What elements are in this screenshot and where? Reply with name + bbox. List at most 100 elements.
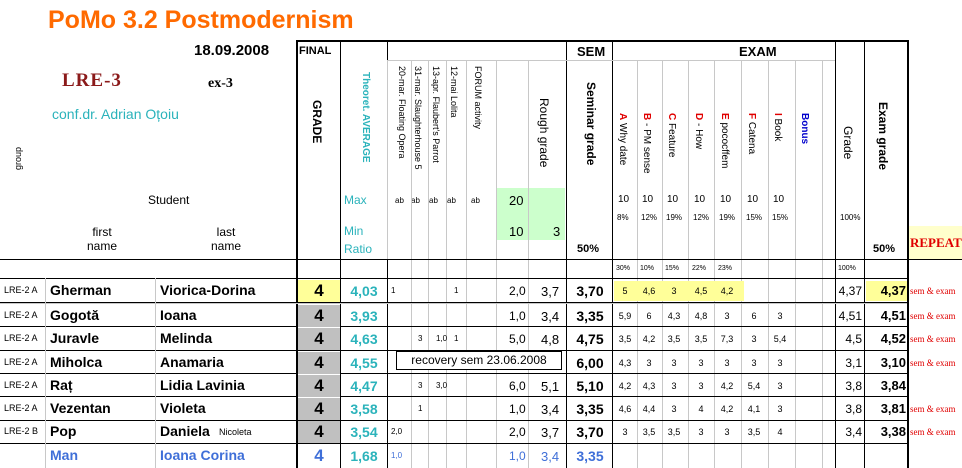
exam-value-cell: 5,4 (747, 381, 761, 391)
table-row: Man Ioana Corina 4 1,68 1,0 1,0 3,4 3,35 (0, 445, 962, 467)
exam-value-cell: 6 (751, 311, 757, 321)
exam-column-title: Book (772, 115, 783, 142)
exam-value-cell: 3 (777, 404, 783, 414)
exam-sub-grade-pct-row: 100% (838, 265, 856, 272)
exam-column-title: - How (693, 120, 704, 150)
exam-column-max: 10 (720, 194, 732, 205)
grid-line (835, 40, 836, 468)
exam-sub-grade-header: Grade (841, 126, 855, 160)
exam-sub-grade-cell: 4,51 (838, 309, 862, 323)
exam-value-cell: 3 (698, 381, 704, 391)
table-row: LRE-2 A Miholca Anamaria 4 4,55 6,00 4,3 3 3 3 3 3 3… (0, 352, 962, 374)
exam-column-header: A Why date (617, 113, 628, 165)
repeat-cell: sem & exam (910, 404, 956, 414)
sem-value-cell: 1,0 (391, 451, 403, 460)
seminar-grade-cell: 3,35 (576, 448, 604, 464)
last-name-cell: Violeta (160, 400, 206, 416)
average-cell: 3,58 (350, 401, 378, 417)
exam-column-title: Why date (617, 120, 628, 166)
rough-a-cell: 6,0 (509, 379, 526, 393)
grid-line (466, 60, 467, 468)
exam-sub-grade-cell: 4,37 (838, 284, 862, 298)
repeat-cell: sem & exam (910, 311, 956, 321)
exam-column-letter: Bonus (799, 113, 810, 145)
grid-line (688, 60, 689, 468)
table-row: LRE-2 B Pop Daniela Nicoleta 4 3,54 2,0 2,0 3,7 3… (0, 421, 962, 443)
grade-cell-bg (298, 328, 340, 350)
sem-value-cell: 3 (418, 381, 423, 390)
exam-grade-highlight (866, 281, 907, 301)
grid-line (566, 40, 567, 468)
exam-value-cell: 3 (698, 427, 704, 437)
repeat-cell: sem & exam (910, 358, 956, 368)
sem-column-ab: ab (411, 196, 420, 205)
exam-value-cell: 4,3 (618, 358, 632, 368)
sem-column-header: 20-mar. Floating Opera (397, 66, 407, 159)
sem-value-cell: 3,0 (436, 381, 448, 390)
exam-weight: 30% (616, 265, 631, 272)
student-label: Student (148, 193, 190, 207)
last-name-cell: Ioana Corina (160, 447, 245, 463)
last-name-cell: Lidia Lavinia (160, 377, 245, 393)
seminar-grade-header: Seminar grade (584, 82, 598, 166)
exam-grade-cell: 3,81 (880, 401, 906, 416)
rough-b-cell: 3,7 (541, 284, 560, 299)
exam-value-cell: 3 (724, 311, 730, 321)
page-title: PoMo 3.2 Postmodernism (48, 6, 354, 34)
exam-value-cell: 4,2 (618, 381, 632, 391)
grid-line (795, 60, 796, 468)
grid-line (0, 303, 907, 304)
seminar-grade-cell: 3,70 (576, 424, 604, 440)
exam-value-cell: 3 (671, 381, 677, 391)
average-cell: 1,68 (350, 448, 378, 464)
exam-value-cell: 3,5 (747, 427, 761, 437)
group-cell: LRE-2 A (4, 285, 38, 295)
exam-sub-grade-pct: 100% (840, 213, 861, 222)
grid-line (0, 350, 908, 351)
exam-column-pct: 12% (641, 213, 658, 222)
group-column-label: group (13, 147, 23, 170)
grid-line (496, 60, 497, 468)
grade-cell: 4 (314, 422, 324, 441)
exam-value-cell: 3 (698, 358, 704, 368)
exam-pct: 50% (873, 243, 896, 255)
last-name-cell: Viorica-Dorina (160, 282, 256, 298)
grid-line (296, 40, 908, 41)
exam-highlight-bg (614, 281, 744, 301)
exam-column-pct: 19% (666, 213, 683, 222)
sem-value-cell: 1 (418, 404, 423, 413)
exam-value-cell: 3 (671, 404, 677, 414)
rough-a-cell: 5,0 (509, 332, 526, 346)
sem-column-header: 31-mar. Slaughterhouse 5 (413, 66, 423, 170)
last-name-extra: Nicoleta (219, 427, 252, 437)
grade-cell: 4 (314, 399, 324, 418)
rough-max-min-block (497, 188, 565, 240)
grid-line (0, 326, 908, 327)
grade-cell-bg (298, 398, 340, 420)
grade-cell: 4 (314, 376, 324, 395)
exam-value-cell: 3 (671, 358, 677, 368)
sem-column-header: FORUM activity (473, 66, 483, 129)
sem-column-ab: ab (395, 196, 404, 205)
grid-line (822, 60, 823, 468)
table-row: LRE-2 A Gherman Viorica-Dorina 4 4,03 1 1 2,0 3,… (0, 280, 962, 302)
last-name-cell: Daniela (160, 423, 210, 439)
recovery-note: recovery sem 23.06.2008 (396, 351, 562, 370)
sem-value-cell: 2,0 (391, 427, 403, 436)
exam-column-pct: 15% (746, 213, 763, 222)
exam-value-cell: 5,4 (773, 334, 787, 344)
grid-line (714, 60, 715, 468)
exam-value-cell: 3 (671, 286, 677, 296)
exam-code: ex-3 (208, 76, 233, 91)
exam-sub-grade-cell: 3,1 (845, 356, 862, 370)
group-label-text: group (13, 146, 23, 170)
theoret-average-header: Theoret. AVERAGE (360, 72, 371, 163)
last-name-cell: Ioana (160, 307, 197, 323)
repeat-label: REPEAT (910, 235, 962, 250)
exam-column-pct: 8% (617, 213, 629, 222)
sem-value-cell: 1 (391, 286, 396, 295)
first-name-cell: Gogotă (50, 307, 99, 323)
grid-line (662, 60, 663, 468)
exam-column-max: 10 (642, 194, 654, 205)
grid-line (296, 40, 297, 468)
